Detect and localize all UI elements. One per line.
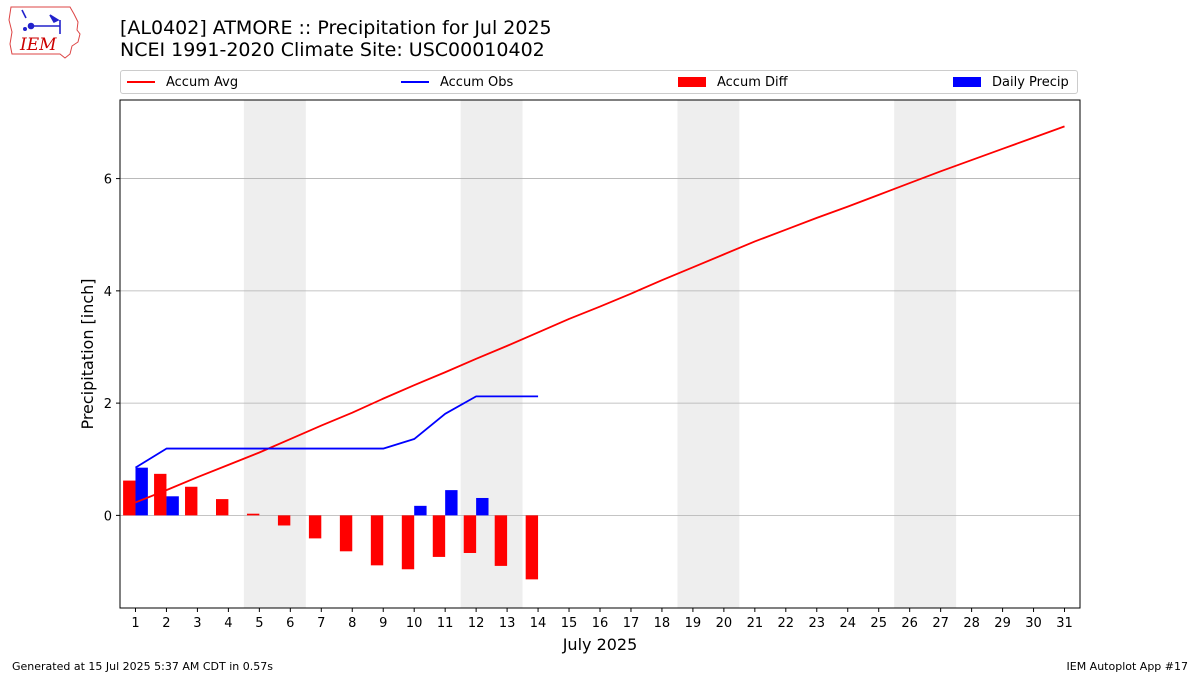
x-tick-label-30: 30 — [1025, 616, 1042, 631]
legend-item-accum-avg: Accum Avg — [127, 71, 238, 93]
accum-diff-bar-5 — [246, 513, 260, 516]
x-tick-label-14: 14 — [530, 616, 547, 631]
x-tick-label-1: 1 — [131, 616, 139, 631]
footer-app-text: IEM Autoplot App #17 — [1066, 660, 1189, 673]
x-tick-label-11: 11 — [437, 616, 454, 631]
x-tick-label-5: 5 — [255, 616, 263, 631]
legend-swatch-accum-diff — [678, 77, 706, 87]
daily-precip-bar-10 — [414, 505, 427, 516]
chart-subtitle: NCEI 1991-2020 Climate Site: USC00010402 — [120, 39, 545, 61]
legend-item-accum-obs: Accum Obs — [401, 71, 513, 93]
x-tick-label-28: 28 — [963, 616, 980, 631]
x-tick-label-31: 31 — [1056, 616, 1073, 631]
y-tick-label-6: 6 — [104, 173, 112, 188]
accum-diff-bar-6 — [277, 515, 291, 526]
legend-label-daily-precip: Daily Precip — [992, 74, 1069, 90]
footer-generated-text: Generated at 15 Jul 2025 5:37 AM CDT in … — [12, 660, 273, 673]
accum-diff-bar-4 — [216, 499, 229, 516]
legend-label-accum-diff: Accum Diff — [717, 74, 788, 90]
x-tick-label-9: 9 — [379, 616, 387, 631]
y-tick-label-4: 4 — [104, 285, 112, 300]
accum-diff-bar-1 — [123, 480, 136, 516]
x-tick-label-19: 19 — [685, 616, 702, 631]
daily-precip-bar-12 — [476, 497, 489, 516]
accum-diff-bar-14 — [525, 515, 539, 580]
x-tick-label-10: 10 — [406, 616, 423, 631]
accum-diff-bar-2 — [154, 473, 167, 516]
legend-item-daily-precip: Daily Precip — [953, 71, 1069, 93]
x-axis-label: July 2025 — [562, 635, 638, 654]
x-tick-label-21: 21 — [747, 616, 764, 631]
weekend-band-3 — [677, 100, 740, 608]
x-tick-label-25: 25 — [870, 616, 887, 631]
accum-diff-bar-8 — [339, 515, 353, 552]
x-tick-label-2: 2 — [162, 616, 170, 631]
weekend-band-1 — [243, 100, 306, 608]
x-tick-label-24: 24 — [839, 616, 856, 631]
x-tick-label-27: 27 — [932, 616, 949, 631]
y-tick-label-0: 0 — [104, 509, 112, 524]
accum-obs-line — [135, 395, 539, 469]
chart-legend: Accum Avg Accum Obs Accum Diff Daily Pre… — [120, 70, 1078, 94]
x-tick-label-23: 23 — [809, 616, 826, 631]
x-tick-label-8: 8 — [348, 616, 356, 631]
x-tick-label-7: 7 — [317, 616, 325, 631]
x-tick-label-3: 3 — [193, 616, 201, 631]
weekend-band-4 — [894, 100, 957, 608]
iem-logo: IEM — [8, 6, 81, 59]
legend-swatch-daily-precip — [953, 77, 981, 87]
chart-title: [AL0402] ATMORE :: Precipitation for Jul… — [120, 17, 552, 39]
x-tick-label-29: 29 — [994, 616, 1011, 631]
x-tick-label-18: 18 — [654, 616, 671, 631]
weather-icon — [21, 9, 61, 34]
legend-swatch-accum-avg — [127, 81, 155, 83]
accum-diff-bar-13 — [494, 515, 508, 566]
daily-precip-bar-1 — [135, 467, 148, 516]
iem-logo-text: IEM — [19, 35, 57, 55]
y-axis-label: Precipitation [inch] — [78, 278, 97, 429]
x-tick-label-20: 20 — [716, 616, 733, 631]
accum-avg-line — [135, 125, 1065, 504]
accum-diff-bar-7 — [308, 515, 322, 539]
accum-diff-bar-11 — [432, 515, 446, 557]
x-tick-label-13: 13 — [499, 616, 516, 631]
x-tick-label-15: 15 — [561, 616, 578, 631]
x-tick-label-12: 12 — [468, 616, 485, 631]
iowa-state-outline — [8, 6, 81, 59]
legend-label-accum-obs: Accum Obs — [440, 74, 514, 90]
x-tick-label-17: 17 — [623, 616, 640, 631]
accum-diff-bar-9 — [370, 515, 384, 566]
legend-swatch-accum-obs — [401, 81, 429, 83]
accum-diff-bar-10 — [401, 515, 415, 570]
y-tick-label-2: 2 — [104, 397, 112, 412]
accum-diff-bar-3 — [185, 486, 198, 516]
x-tick-label-16: 16 — [592, 616, 609, 631]
x-tick-label-6: 6 — [286, 616, 294, 631]
x-tick-label-26: 26 — [901, 616, 918, 631]
x-tick-label-4: 4 — [224, 616, 232, 631]
legend-item-accum-diff: Accum Diff — [678, 71, 788, 93]
legend-label-accum-avg: Accum Avg — [166, 74, 239, 90]
x-tick-label-22: 22 — [778, 616, 795, 631]
daily-precip-bar-11 — [445, 490, 458, 516]
daily-precip-bar-2 — [166, 496, 179, 516]
accum-diff-bar-12 — [463, 515, 477, 553]
